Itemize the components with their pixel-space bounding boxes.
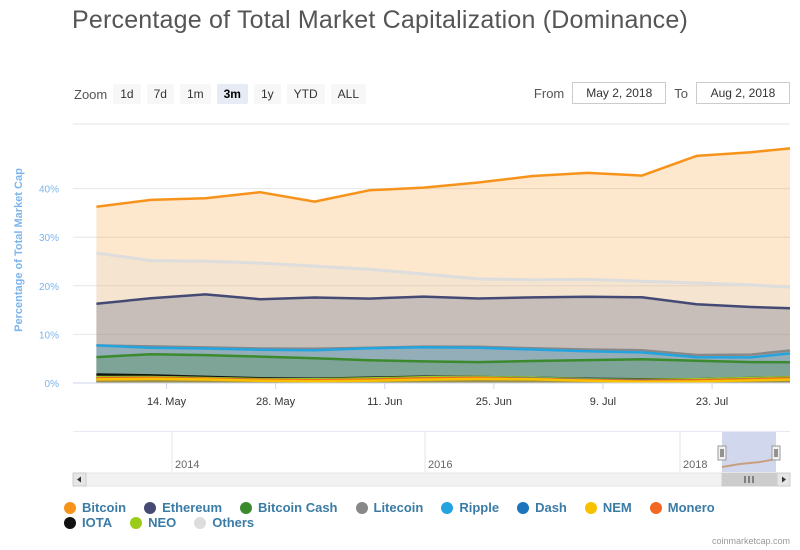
zoom-1d-button[interactable]: 1d <box>113 84 141 104</box>
line-bitcoin <box>96 147 791 208</box>
legend-marker-icon <box>194 516 207 529</box>
area-ripple <box>96 345 790 383</box>
legend-marker-icon <box>441 501 454 514</box>
legend-label: NEO <box>148 515 177 530</box>
legend-item-nem[interactable]: NEM <box>584 500 632 515</box>
line-ripple <box>96 344 791 359</box>
legend-label: Bitcoin <box>82 500 127 515</box>
to-label: To <box>674 85 688 101</box>
legend-label: Bitcoin Cash <box>258 500 338 515</box>
area-bitcoin <box>96 148 790 383</box>
to-date-input[interactable]: Aug 2, 2018 <box>696 82 790 104</box>
zoom-3m-button[interactable]: 3m <box>216 84 248 104</box>
x-tick-label: 9. Jul <box>590 396 616 408</box>
zoom-1m-button[interactable]: 1m <box>179 84 211 104</box>
zoom-bar: Zoom 1d 7d 1m 3m 1y YTD ALL <box>74 83 372 105</box>
legend-row: IOTA NEO Others <box>64 515 784 530</box>
legend-item-iota[interactable]: IOTA <box>64 515 112 530</box>
chart-title: Percentage of Total Market Capitalizatio… <box>72 6 688 34</box>
navigator-handle[interactable] <box>771 445 781 461</box>
legend-marker-icon <box>517 501 530 514</box>
legend-label: Ripple <box>459 500 500 515</box>
legend-label: Ethereum <box>162 500 223 515</box>
from-label: From <box>533 85 565 101</box>
zoom-label: Zoom <box>74 86 108 102</box>
legend-item-monero[interactable]: Monero <box>649 500 715 515</box>
legend-item-others[interactable]: Others <box>194 515 254 530</box>
zoom-1y-button[interactable]: 1y <box>253 84 281 104</box>
axes: 0% 10% 20% 30% 40% 14. May 28. May 11. Jun 25. J… <box>39 185 790 408</box>
legend-label: Others <box>212 515 255 530</box>
legend-marker-icon <box>649 501 662 514</box>
navigator[interactable]: 2014 2016 2018 <box>72 431 791 487</box>
x-tick-label: 25. Jun <box>476 396 512 408</box>
y-axis-label: Percentage of Total Market Cap <box>13 168 25 332</box>
from-date-input[interactable]: May 2, 2018 <box>572 82 667 104</box>
arrow-left-icon <box>77 476 81 483</box>
navigator-background <box>73 432 790 472</box>
line-nem <box>96 377 791 383</box>
zoom-7d-button[interactable]: 7d <box>146 84 174 104</box>
legend-item-bitcoin-cash[interactable]: Bitcoin Cash <box>240 500 338 515</box>
line-others <box>96 251 791 289</box>
legend-marker-icon <box>584 501 597 514</box>
x-tick-label: 11. Jun <box>367 396 402 408</box>
chart-area: 0% 10% 20% 30% 40% 14. May 28. May 11. Jun 25. J… <box>13 123 791 487</box>
navigator-handle[interactable] <box>717 445 727 461</box>
legend-label: IOTA <box>82 515 113 530</box>
legend-item-ripple[interactable]: Ripple <box>441 500 499 515</box>
legend: Bitcoin Ethereum Bitcoin Cash Litecoin Rippl… <box>64 500 784 530</box>
zoom-ytd-button[interactable]: YTD <box>286 84 325 104</box>
area-bitcoin-cash <box>96 354 790 383</box>
y-tick-label: 0% <box>45 379 60 390</box>
legend-item-dash[interactable]: Dash <box>517 500 567 515</box>
date-range: From May 2, 2018 To Aug 2, 2018 <box>534 82 790 104</box>
area-litecoin <box>96 345 790 383</box>
scrollbar-track[interactable] <box>72 472 791 487</box>
arrow-right-icon <box>782 476 786 483</box>
legend-item-litecoin[interactable]: Litecoin <box>355 500 424 515</box>
legend-label: Dash <box>535 500 567 515</box>
legend-label: NEM <box>602 500 632 515</box>
navigator-year-label: 2018 <box>683 459 707 471</box>
x-tick-label: 23. Jul <box>696 396 728 408</box>
line-ethereum <box>96 293 791 310</box>
legend-marker-icon <box>64 516 76 529</box>
legend-item-neo[interactable]: NEO <box>130 515 176 530</box>
x-tick-label: 14. May <box>147 396 187 408</box>
legend-label: Monero <box>667 500 715 515</box>
legend-marker-icon <box>240 501 253 514</box>
legend-label: Litecoin <box>373 500 424 515</box>
legend-row: Bitcoin Ethereum Bitcoin Cash Litecoin Rippl… <box>64 500 784 515</box>
legend-item-bitcoin[interactable]: Bitcoin <box>64 500 126 515</box>
y-tick-label: 30% <box>39 233 59 244</box>
x-tick-label: 28. May <box>256 396 296 408</box>
legend-item-ethereum[interactable]: Ethereum <box>144 500 222 515</box>
credit-link[interactable]: coinmarketcap.com <box>711 536 790 546</box>
navigator-series-line <box>721 458 777 468</box>
navigator-year-label: 2014 <box>175 459 199 471</box>
line-bitcoin-cash <box>96 352 791 364</box>
legend-marker-icon <box>64 501 76 514</box>
legend-marker-icon <box>130 516 143 529</box>
navigator-year-label: 2016 <box>428 459 452 471</box>
y-tick-label: 20% <box>39 282 59 293</box>
series-lines <box>96 147 791 383</box>
y-tick-label: 40% <box>39 185 59 196</box>
y-tick-label: 10% <box>39 330 59 341</box>
legend-marker-icon <box>355 501 368 514</box>
legend-marker-icon <box>144 501 157 514</box>
zoom-all-button[interactable]: ALL <box>330 84 367 104</box>
